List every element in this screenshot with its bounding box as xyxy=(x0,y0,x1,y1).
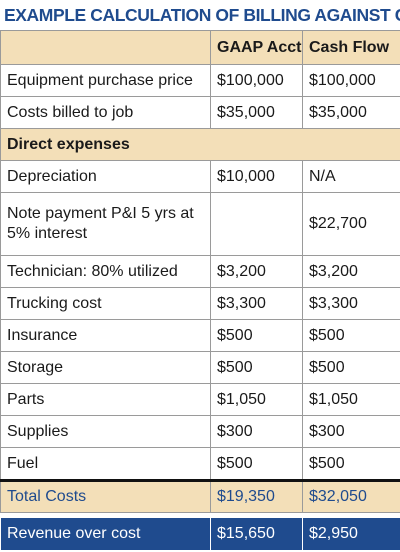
revenue-label: Revenue over cost xyxy=(0,517,211,551)
spacer-row xyxy=(0,512,400,518)
row-cash-value: $500 xyxy=(302,351,400,384)
row-cash-value: $3,200 xyxy=(302,255,400,288)
row-cash-value: $300 xyxy=(302,415,400,448)
total-label: Total Costs xyxy=(0,479,211,513)
row-label: Storage xyxy=(0,351,211,384)
row-label: Insurance xyxy=(0,319,211,352)
row-gaap-value: $1,050 xyxy=(210,383,303,416)
row-label: Technician: 80% utilized xyxy=(0,255,211,288)
row-cash-value: $500 xyxy=(302,319,400,352)
row-label: Parts xyxy=(0,383,211,416)
row-cash-value: $22,700 xyxy=(302,192,400,256)
revenue-cash-value: $2,950 xyxy=(302,517,400,551)
table-row: Costs billed to job $35,000 $35,000 xyxy=(0,96,400,129)
row-gaap-value: $35,000 xyxy=(210,96,303,129)
table-row: Trucking cost $3,300 $3,300 xyxy=(0,287,400,320)
revenue-gaap-value: $15,650 xyxy=(210,517,303,551)
row-label: Trucking cost xyxy=(0,287,211,320)
table-row: Insurance $500 $500 xyxy=(0,319,400,352)
table-row: Depreciation $10,000 N/A xyxy=(0,160,400,193)
row-gaap-value: $3,300 xyxy=(210,287,303,320)
row-gaap-value: $500 xyxy=(210,447,303,481)
revenue-row: Revenue over cost $15,650 $2,950 xyxy=(0,517,400,551)
total-gaap-value: $19,350 xyxy=(210,479,303,513)
table-row: Storage $500 $500 xyxy=(0,351,400,384)
row-cash-value: $500 xyxy=(302,447,400,481)
table-row: Fuel $500 $500 xyxy=(0,447,400,481)
row-label: Fuel xyxy=(0,447,211,481)
header-label-cell xyxy=(0,30,211,65)
row-label: Equipment purchase price xyxy=(0,64,211,97)
table-row: Equipment purchase price $100,000 $100,0… xyxy=(0,64,400,97)
row-cash-value: $3,300 xyxy=(302,287,400,320)
row-gaap-value xyxy=(210,192,303,256)
row-label: Costs billed to job xyxy=(0,96,211,129)
table-row: Parts $1,050 $1,050 xyxy=(0,383,400,416)
row-gaap-value: $300 xyxy=(210,415,303,448)
row-gaap-value: $500 xyxy=(210,351,303,384)
section-header-row: Direct expenses xyxy=(0,128,400,161)
row-cash-value: $100,000 xyxy=(302,64,400,97)
spacer-cell xyxy=(0,512,400,518)
row-gaap-value: $3,200 xyxy=(210,255,303,288)
row-cash-value: N/A xyxy=(302,160,400,193)
table-row: Note payment P&I 5 yrs at 5% interest $2… xyxy=(0,192,400,256)
table-row: Supplies $300 $300 xyxy=(0,415,400,448)
total-costs-row: Total Costs $19,350 $32,050 xyxy=(0,479,400,513)
header-row: GAAP Acct Cash Flow xyxy=(0,30,400,65)
section-title-direct-expenses: Direct expenses xyxy=(0,128,400,161)
header-cash-flow: Cash Flow xyxy=(302,30,400,65)
row-label: Depreciation xyxy=(0,160,211,193)
total-cash-value: $32,050 xyxy=(302,479,400,513)
table-title: EXAMPLE CALCULATION OF BILLING AGAINST C… xyxy=(4,5,400,25)
row-gaap-value: $500 xyxy=(210,319,303,352)
row-label: Supplies xyxy=(0,415,211,448)
row-label: Note payment P&I 5 yrs at 5% interest xyxy=(0,192,211,256)
billing-table: GAAP Acct Cash Flow Equipment purchase p… xyxy=(0,30,400,551)
row-gaap-value: $100,000 xyxy=(210,64,303,97)
row-cash-value: $35,000 xyxy=(302,96,400,129)
row-cash-value: $1,050 xyxy=(302,383,400,416)
header-gaap-acct: GAAP Acct xyxy=(210,30,303,65)
row-gaap-value: $10,000 xyxy=(210,160,303,193)
table-row: Technician: 80% utilized $3,200 $3,200 xyxy=(0,255,400,288)
